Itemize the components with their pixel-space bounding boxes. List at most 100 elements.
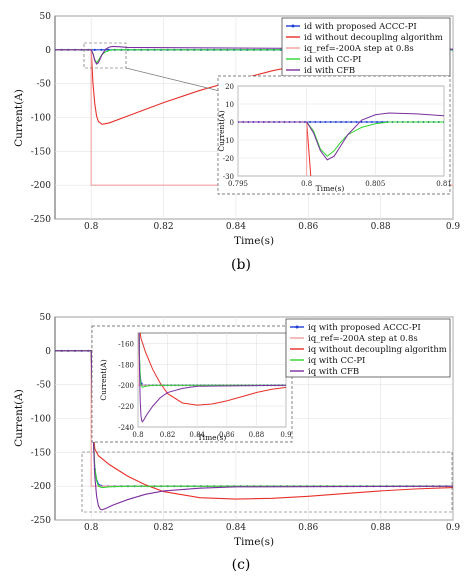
x-tick-label: 0.9 <box>446 523 461 533</box>
series-point-id-with-proposed-accc-pi <box>329 121 332 123</box>
inset-series-lines <box>138 333 286 423</box>
x-tick-label: 0.88 <box>249 431 265 439</box>
y-tick-label: -10 <box>223 137 234 145</box>
series-point-id-with-proposed-accc-pi <box>355 121 358 123</box>
legend-box <box>285 318 451 378</box>
series-line-id-with-cfb <box>55 45 453 65</box>
series-line-id-with-cfb <box>238 112 444 161</box>
y-tick-label: -180 <box>118 361 134 369</box>
series-line-iq-with-cc-pi <box>138 333 286 388</box>
y-axis-label: Current(A) <box>13 89 25 147</box>
x-tick-label: 0.88 <box>371 523 391 533</box>
y-tick-label: 50 <box>40 12 52 22</box>
legend-entry: id with proposed ACCC-PI <box>304 22 417 32</box>
x-tick-label: 0.805 <box>365 180 385 188</box>
zoom-arrow <box>125 67 233 95</box>
series-point-id-with-proposed-accc-pi <box>360 121 363 123</box>
inset-x-tick-labels: 0.8 0.82 0.84 0.86 0.88 0.9 <box>132 431 291 439</box>
x-tick-label: 0.8 <box>132 431 143 439</box>
x-tick-label: 0.82 <box>154 222 174 232</box>
legend-entry: iq without decoupling algorithm <box>308 345 447 355</box>
y-tick-label: 0 <box>45 347 51 357</box>
inset-series-lines <box>238 112 444 176</box>
x-tick-label: 0.86 <box>219 431 235 439</box>
y-tick-label: 0 <box>230 119 234 127</box>
caption-b: (b) <box>231 257 251 273</box>
chart-b: 500-50-100-150-200-250 0.8 0.82 0.84 0.86 0.… <box>13 12 460 273</box>
y-tick-label: -250 <box>31 516 51 526</box>
y-tick-label: -250 <box>31 215 51 225</box>
series-point-id-with-proposed-accc-pi <box>345 121 348 123</box>
inset-x-axis-label: Time(s) <box>198 433 227 442</box>
legend-entry: iq with proposed ACCC-PI <box>308 323 421 333</box>
series-line-id-with-cc-pi <box>238 121 444 157</box>
series-line-iq-with-cfb <box>138 333 286 423</box>
x-axis-label: Time(s) <box>234 235 274 247</box>
inset-x-tick-labels: 0.795 0.8 0.805 0.81 <box>228 180 452 188</box>
series-point-id-with-proposed-accc-pi <box>340 121 342 123</box>
x-tick-label: 0.84 <box>226 523 246 533</box>
y-tick-label: -50 <box>37 80 52 90</box>
y-tick-label: -30 <box>223 173 234 181</box>
series-point-id-with-proposed-accc-pi <box>314 121 317 123</box>
inset: -160 -180 -200 -220 -240 0.8 0.82 0.84 0.86 0.88… <box>91 325 293 443</box>
series-point-id-with-proposed-accc-pi <box>309 121 312 123</box>
legend-entry: iq_ref=-200A step at 0.8s <box>308 334 418 344</box>
x-axis-label: Time(s) <box>234 536 274 548</box>
inset-y-tick-labels: 20 10 0 -10 -20 -30 <box>223 83 234 181</box>
x-tick-label: 0.8 <box>84 222 99 232</box>
x-tick-label: 0.8 <box>301 180 312 188</box>
x-tick-labels: 0.8 0.82 0.84 0.86 0.88 0.9 <box>84 523 460 533</box>
series-point-id-with-proposed-accc-pi <box>334 121 337 123</box>
y-tick-label: -220 <box>118 403 134 411</box>
y-tick-label: -200 <box>31 181 51 191</box>
inset: 20 10 0 -10 -20 -30 0.795 0.8 0.805 0.81 Current… <box>217 75 452 195</box>
series-point-id-with-proposed-accc-pi <box>100 48 103 51</box>
x-tick-label: 0.82 <box>154 523 174 533</box>
inset-x-axis-label: Time(s) <box>316 184 345 193</box>
y-tick-label: 10 <box>225 101 234 109</box>
series-point-id-with-proposed-accc-pi <box>324 121 327 123</box>
y-tick-label: 20 <box>225 83 234 91</box>
x-tick-label: 0.81 <box>436 180 452 188</box>
series-point-id-with-proposed-accc-pi <box>376 121 379 123</box>
y-tick-label: -200 <box>31 482 51 492</box>
y-axis-label: Current(A) <box>13 389 25 447</box>
x-tick-label: 0.82 <box>160 431 176 439</box>
caption-c: (c) <box>232 557 251 573</box>
inset-y-axis-label: Current(A) <box>99 359 108 400</box>
y-tick-label: -20 <box>223 155 234 163</box>
x-tick-label: 0.9 <box>446 222 461 232</box>
legend-entry: iq with CC-PI <box>308 356 365 366</box>
y-tick-label: -150 <box>31 448 51 458</box>
legend-entry: id without decoupling algorithm <box>304 33 443 43</box>
inset-plot-frame <box>137 332 287 428</box>
y-tick-label: -100 <box>31 114 51 124</box>
y-tick-label: -200 <box>118 382 134 390</box>
y-tick-label: 0 <box>45 46 51 56</box>
legend-marker <box>295 325 299 329</box>
series-point-id-with-proposed-accc-pi <box>365 121 368 123</box>
y-tick-label: -160 <box>118 340 134 348</box>
y-tick-label: -50 <box>37 381 52 391</box>
zoom-region-box <box>81 451 453 513</box>
x-tick-label: 0.88 <box>371 222 391 232</box>
x-tick-label: 0.84 <box>189 431 205 439</box>
y-tick-label: -100 <box>31 415 51 425</box>
y-tick-label: -150 <box>31 147 51 157</box>
legend-entry: iq_ref=-200A step at 0.8s <box>304 44 414 54</box>
inset-y-tick-labels: -160 -180 -200 -220 -240 <box>118 340 134 432</box>
series-point-id-with-proposed-accc-pi <box>370 121 373 123</box>
x-tick-label: 0.84 <box>226 222 246 232</box>
y-tick-label: 50 <box>40 313 52 323</box>
series-point-id-with-proposed-accc-pi <box>319 121 322 123</box>
series-line-iq-without-decoupling-algorithm <box>139 333 286 406</box>
legend-entry: iq with CFB <box>308 367 359 377</box>
legend-entry: id with CFB <box>304 66 355 76</box>
y-tick-labels: 50 0 -50 -100 -150 -200 -250 <box>31 12 52 225</box>
series-point-id-with-proposed-accc-pi <box>350 121 353 123</box>
x-tick-labels: 0.8 0.82 0.84 0.86 0.88 0.9 <box>84 222 460 232</box>
